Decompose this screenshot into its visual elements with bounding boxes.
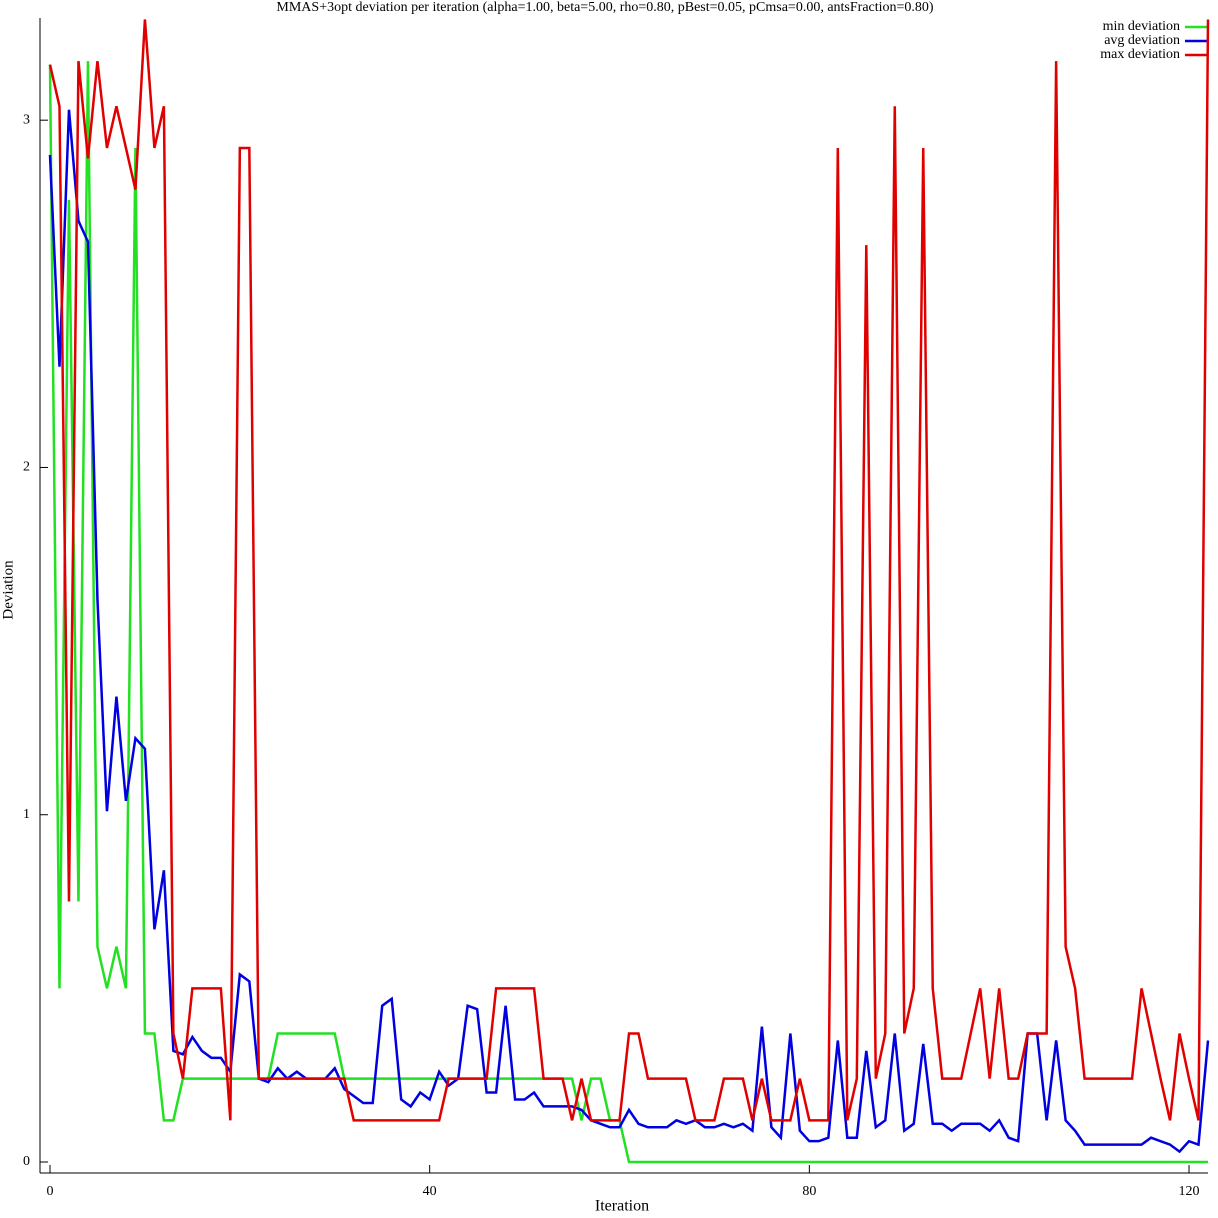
- series-line: [48, 61, 1208, 1164]
- x-tick-label: 0: [47, 1184, 54, 1199]
- x-axis-label: Iteration: [595, 1198, 649, 1215]
- x-tick-label: 120: [1179, 1184, 1200, 1199]
- y-tick-label: 3: [23, 112, 30, 127]
- y-tick-label: 0: [23, 1154, 30, 1169]
- chart-title: MMAS+3opt deviation per iteration (alpha…: [276, 0, 934, 15]
- series-line: [48, 109, 1210, 1154]
- x-tick-label: 80: [802, 1184, 816, 1199]
- legend-label: min deviation: [1103, 19, 1180, 34]
- legend-label: max deviation: [1100, 47, 1180, 62]
- series-line: [48, 19, 1210, 1122]
- legend-label: avg deviation: [1104, 33, 1180, 48]
- y-tick-label: 2: [23, 460, 30, 475]
- y-axis-label: Deviation: [0, 560, 16, 620]
- x-tick-label: 40: [423, 1184, 437, 1199]
- y-tick-label: 1: [23, 807, 30, 822]
